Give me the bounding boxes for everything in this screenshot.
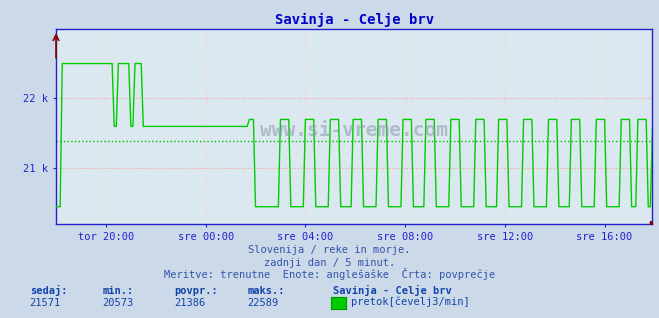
Text: povpr.:: povpr.: <box>175 286 218 296</box>
Text: Slovenija / reke in morje.: Slovenija / reke in morje. <box>248 245 411 255</box>
Text: Meritve: trenutne  Enote: anglešaške  Črta: povprečje: Meritve: trenutne Enote: anglešaške Črta… <box>164 268 495 280</box>
Text: maks.:: maks.: <box>247 286 285 296</box>
Text: Savinja - Celje brv: Savinja - Celje brv <box>333 285 451 296</box>
Text: sedaj:: sedaj: <box>30 285 67 296</box>
Title: Savinja - Celje brv: Savinja - Celje brv <box>275 13 434 27</box>
Text: min.:: min.: <box>102 286 133 296</box>
Text: pretok[čevelj3/min]: pretok[čevelj3/min] <box>351 297 470 307</box>
Text: 21386: 21386 <box>175 298 206 308</box>
Text: 22589: 22589 <box>247 298 278 308</box>
Text: zadnji dan / 5 minut.: zadnji dan / 5 minut. <box>264 258 395 267</box>
Text: www.si-vreme.com: www.si-vreme.com <box>260 121 448 140</box>
Text: 20573: 20573 <box>102 298 133 308</box>
Text: 21571: 21571 <box>30 298 61 308</box>
